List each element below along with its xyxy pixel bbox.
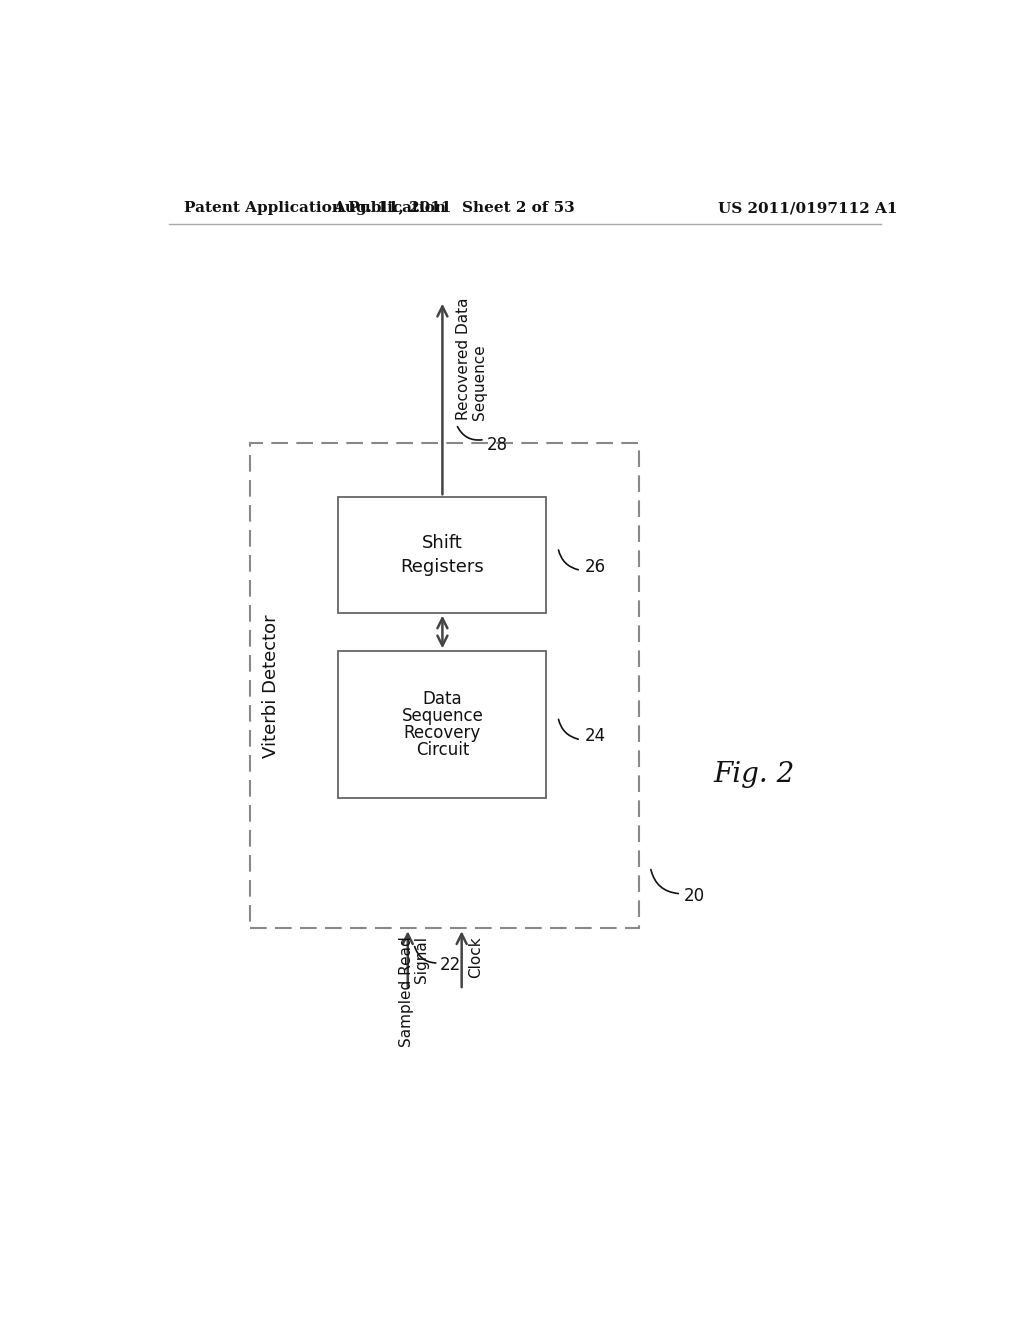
Text: 24: 24 <box>585 727 606 744</box>
Text: 28: 28 <box>487 436 508 454</box>
Text: Fig. 2: Fig. 2 <box>714 760 795 788</box>
Text: Shift: Shift <box>422 535 463 552</box>
Text: Clock: Clock <box>468 936 483 978</box>
Text: Sampled Read: Sampled Read <box>398 936 414 1047</box>
Text: Data: Data <box>423 690 462 708</box>
Text: Viterbi Detector: Viterbi Detector <box>262 614 281 758</box>
Text: Sequence: Sequence <box>401 708 483 725</box>
Text: Patent Application Publication: Patent Application Publication <box>184 202 446 215</box>
Text: Signal: Signal <box>414 936 429 983</box>
Text: Recovery: Recovery <box>403 723 481 742</box>
Text: 20: 20 <box>683 887 705 906</box>
Text: Recovered Data: Recovered Data <box>457 298 471 420</box>
Text: 22: 22 <box>440 957 462 974</box>
Text: 26: 26 <box>585 557 606 576</box>
Text: Circuit: Circuit <box>416 741 469 759</box>
Bar <box>339 498 547 612</box>
Bar <box>339 651 547 797</box>
Text: US 2011/0197112 A1: US 2011/0197112 A1 <box>719 202 898 215</box>
Text: Sequence: Sequence <box>472 345 486 420</box>
Text: Aug. 11, 2011  Sheet 2 of 53: Aug. 11, 2011 Sheet 2 of 53 <box>333 202 574 215</box>
Text: Registers: Registers <box>400 557 484 576</box>
Bar <box>250 444 639 928</box>
